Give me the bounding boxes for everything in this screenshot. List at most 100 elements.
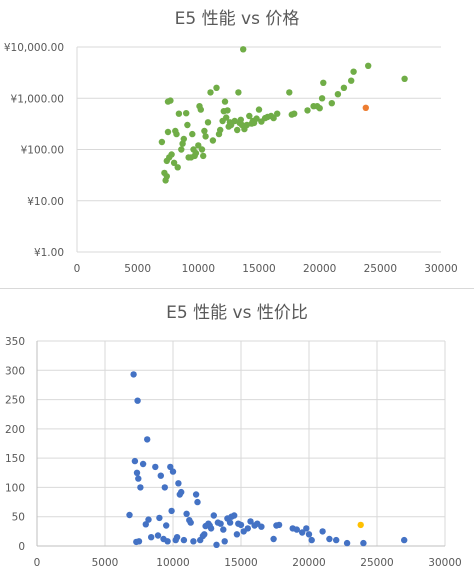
x-tick-label: 25000 [360, 557, 393, 569]
data-point [137, 484, 144, 491]
data-point [164, 538, 171, 545]
data-point [226, 519, 234, 526]
data-point [180, 536, 188, 544]
data-point [189, 130, 196, 138]
data-point [213, 84, 220, 92]
y-tick-label: 0 [18, 541, 25, 553]
data-point [305, 531, 313, 538]
y-tick-label: 200 [5, 424, 25, 436]
data-point [145, 516, 152, 523]
data-point [299, 529, 306, 536]
x-tick-label: 15000 [242, 263, 275, 275]
x-tick-label: 15000 [224, 557, 257, 569]
data-point [174, 164, 181, 171]
data-point [157, 472, 164, 479]
chart-title: E5 性能 vs 价格 [175, 9, 300, 29]
data-point [343, 539, 351, 547]
data-point [350, 68, 357, 75]
data-point [167, 463, 174, 471]
x-tick-label: 25000 [364, 263, 397, 275]
data-point [190, 538, 197, 545]
data-point [178, 146, 185, 153]
data-point [328, 100, 335, 107]
data-point [316, 105, 323, 112]
data-point [178, 488, 185, 496]
data-point [326, 535, 333, 543]
data-point [318, 95, 326, 102]
y-tick-label: ¥10.00 [27, 196, 64, 208]
data-point [170, 159, 178, 166]
data-point [274, 110, 281, 117]
data-point [401, 536, 408, 544]
data-point [237, 116, 244, 124]
data-point [163, 173, 170, 180]
y-tick-label: 100 [5, 482, 25, 494]
data-point [198, 146, 206, 153]
data-point [194, 498, 201, 506]
data-point [173, 534, 181, 541]
data-point [247, 518, 254, 525]
data-point [135, 538, 143, 545]
data-point [183, 110, 190, 117]
data-point [184, 121, 191, 129]
data-point [204, 119, 212, 126]
data-point [183, 510, 190, 517]
data-point [173, 130, 180, 138]
data-point [240, 46, 247, 53]
price-scatter-chart: E5 性能 vs 价格 0 5000 10000 15000 20000 25000 300… [4, 9, 458, 275]
highlight-data-point [362, 104, 369, 112]
data-point [152, 463, 159, 471]
data-point [253, 115, 260, 122]
data-point [192, 491, 200, 498]
data-point [168, 151, 175, 158]
y-tick-label: 250 [5, 395, 25, 407]
data-point [340, 84, 348, 92]
data-point [286, 89, 293, 96]
data-point [148, 534, 155, 541]
data-point [144, 436, 151, 443]
data-point [320, 79, 327, 87]
y-tick-label: 150 [5, 453, 25, 465]
x-tick-label: 5000 [124, 263, 151, 275]
data-point [275, 521, 283, 529]
value-scatter-chart: E5 性能 vs 性价比 0 5000 10000 15000 20000 25000 30… [5, 303, 462, 569]
y-tick-label: ¥1.00 [34, 247, 64, 259]
y-tick-label: ¥10,000.00 [4, 42, 64, 54]
data-point [231, 512, 238, 519]
data-point [167, 97, 174, 104]
data-point [163, 522, 170, 529]
x-tick-label: 10000 [182, 263, 215, 275]
data-point [235, 89, 242, 96]
data-point [130, 371, 137, 378]
data-point [255, 106, 263, 113]
data-point [197, 106, 204, 113]
x-tick-label: 0 [34, 557, 41, 569]
data-point [243, 121, 251, 129]
data-point [209, 137, 217, 144]
data-point [135, 475, 142, 482]
data-point [201, 127, 208, 135]
data-point [237, 521, 245, 529]
data-point [217, 520, 224, 527]
x-tick-label: 5000 [92, 557, 119, 569]
data-point [270, 535, 277, 543]
x-tick-label: 20000 [292, 557, 325, 569]
data-point [175, 110, 183, 117]
data-point [180, 135, 187, 143]
data-point [224, 107, 231, 114]
data-point [202, 133, 209, 140]
data-point [139, 460, 147, 468]
x-tick-label: 30000 [428, 557, 461, 569]
y-tick-label: 350 [5, 336, 25, 348]
data-point [154, 532, 162, 539]
data-point [161, 484, 168, 491]
data-point [319, 528, 326, 535]
data-point [207, 89, 214, 96]
data-point [221, 98, 229, 105]
data-point [231, 117, 238, 125]
data-point [348, 77, 355, 84]
data-point [126, 511, 133, 519]
data-point [169, 468, 177, 475]
data-point [303, 525, 310, 532]
